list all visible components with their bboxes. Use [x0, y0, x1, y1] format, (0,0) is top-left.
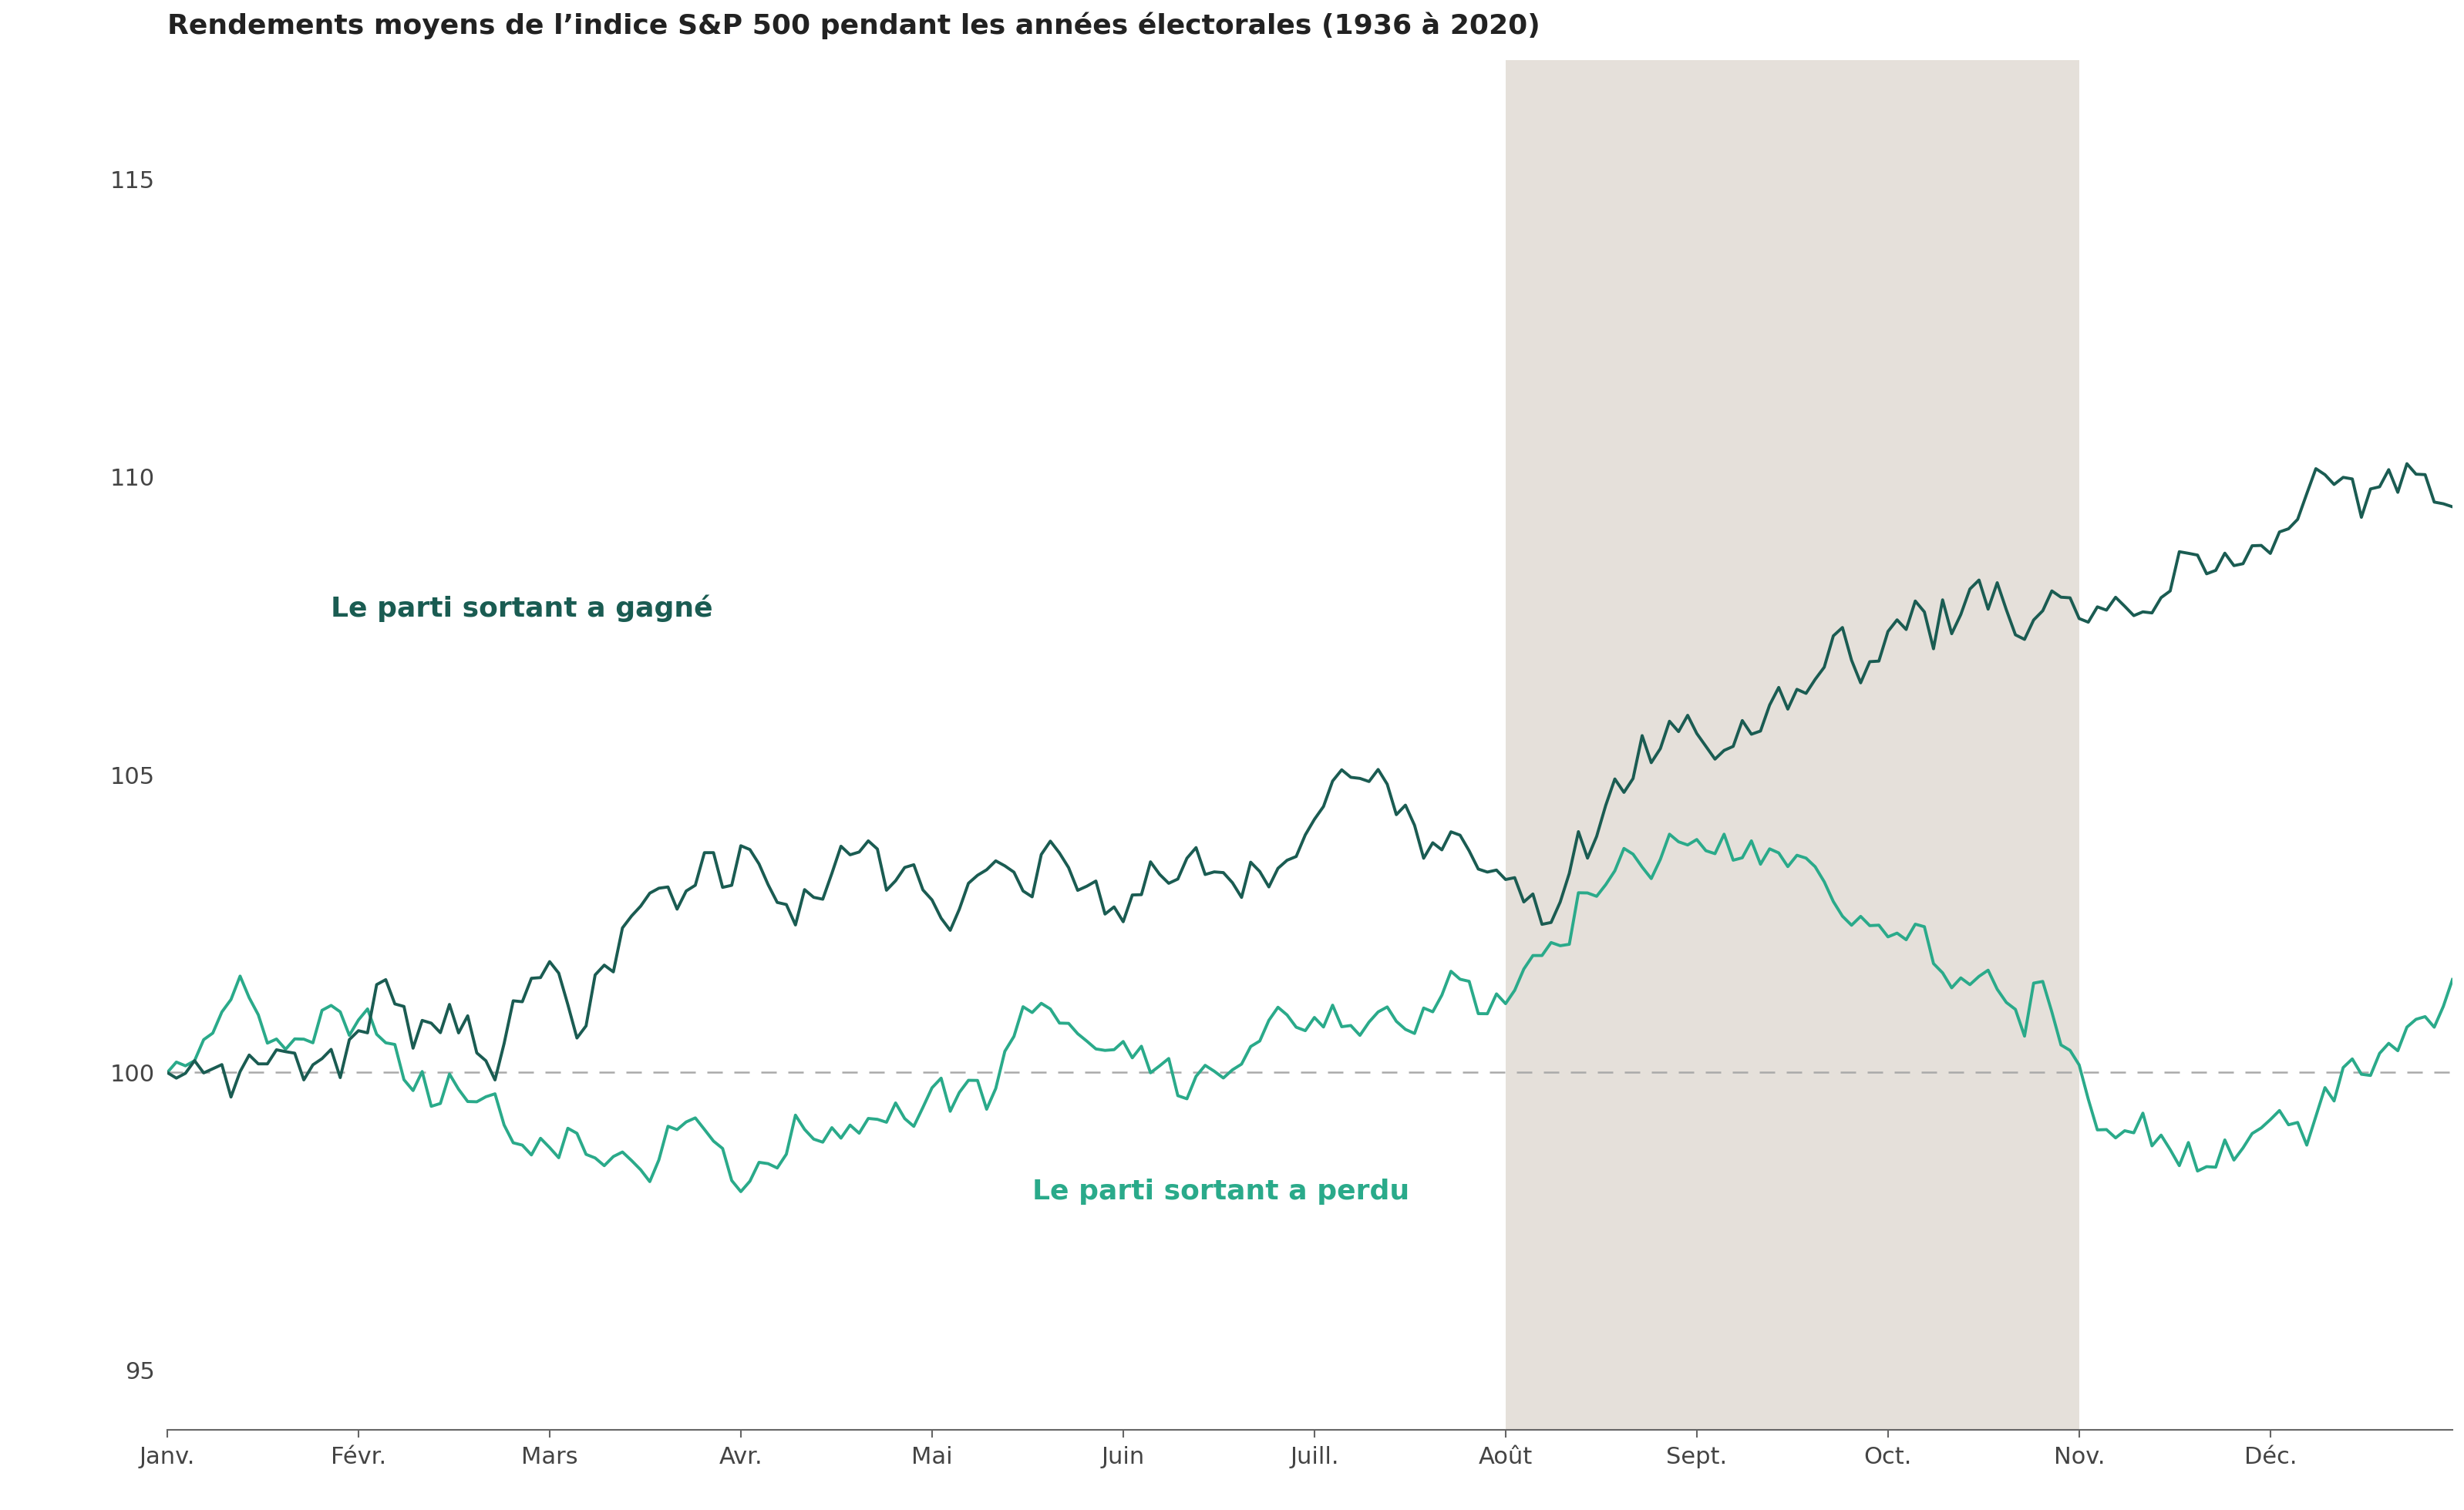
Text: Le parti sortant a perdu: Le parti sortant a perdu: [1032, 1178, 1409, 1205]
Bar: [1506, 60, 2080, 1430]
Text: Rendements moyens de l’indice S&P 500 pendant les années électorales (1936 à 202: Rendements moyens de l’indice S&P 500 pe…: [168, 12, 1540, 39]
Text: Le parti sortant a gagné: Le parti sortant a gagné: [330, 595, 712, 622]
